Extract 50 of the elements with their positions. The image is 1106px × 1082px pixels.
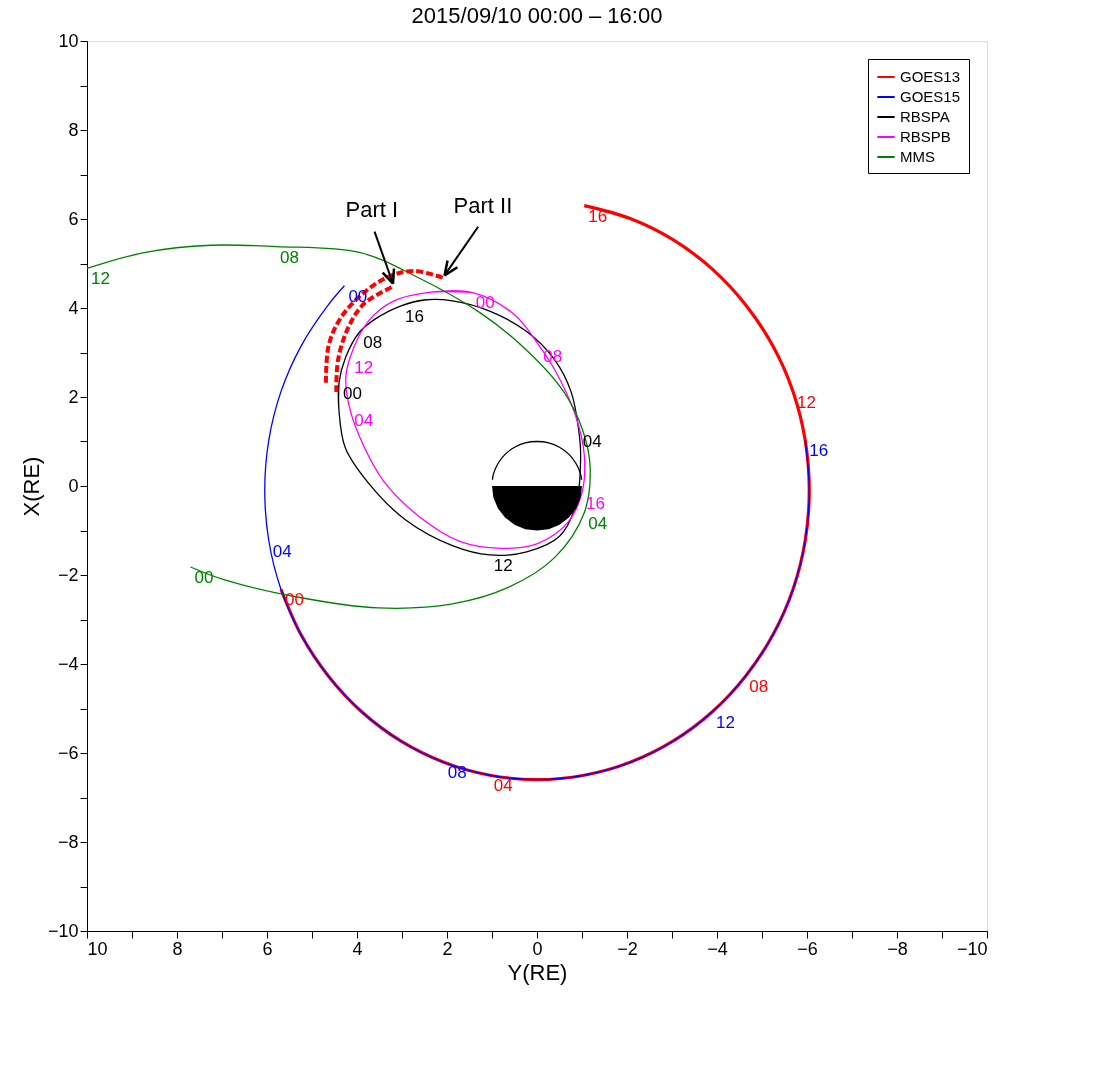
annotation: 04	[588, 513, 608, 533]
y-tick-label: 4	[68, 297, 79, 318]
annotation: 12	[354, 357, 374, 377]
annotation: 04	[272, 541, 292, 561]
annotation: 12	[493, 555, 513, 575]
x-tick-label: −6	[797, 938, 818, 959]
x-axis-title: Y(RE)	[507, 959, 568, 985]
x-tick-label: −10	[956, 938, 988, 959]
annotation: 16	[586, 493, 605, 513]
annotation: 08	[280, 247, 299, 267]
annotation: 00	[194, 567, 214, 587]
y-axis-title: X(RE)	[18, 456, 44, 517]
legend-label: RBSPB	[900, 128, 951, 145]
legend-label: GOES15	[900, 88, 961, 105]
annotation: 12	[91, 269, 110, 289]
annotation: Part I	[345, 197, 399, 223]
x-tick-label: −2	[617, 938, 638, 959]
annotation: 04	[493, 776, 513, 796]
annotation: Part II	[453, 192, 513, 218]
y-tick-label: −6	[57, 742, 79, 763]
y-tick-label: −8	[57, 831, 79, 852]
x-tick-label: 2	[442, 938, 453, 959]
y-tick-label: −4	[57, 653, 79, 674]
annotation: 16	[809, 441, 829, 461]
annotation: 12	[797, 392, 816, 412]
legend-label: MMS	[900, 148, 935, 165]
x-tick-label: 4	[352, 938, 363, 959]
y-tick-label: 2	[68, 386, 79, 407]
x-tick-label: 0	[532, 938, 543, 959]
chart-title: 2015/09/10 00:00 – 16:00	[411, 3, 663, 28]
annotation: 16	[405, 306, 425, 326]
legend-label: RBSPA	[900, 108, 950, 125]
annotation: 04	[354, 411, 374, 431]
x-tick-label: 10	[87, 938, 108, 959]
annotation: 12	[716, 713, 735, 733]
legend-label: GOES13	[900, 68, 961, 85]
annotation: 08	[447, 763, 467, 783]
x-tick-label: 8	[172, 938, 183, 959]
annotation: 08	[363, 333, 383, 353]
annotation: 08	[749, 677, 769, 697]
y-tick-label: 0	[68, 475, 79, 496]
y-tick-label: 6	[68, 208, 79, 229]
x-tick-label: −4	[707, 938, 728, 959]
x-tick-label: −8	[887, 938, 908, 959]
y-tick-label: 8	[68, 119, 79, 140]
y-tick-label: −2	[57, 564, 79, 585]
x-tick-label: 6	[262, 938, 273, 959]
annotation: 00	[475, 293, 495, 313]
y-tick-label: −10	[47, 920, 79, 941]
y-tick-label: 10	[58, 30, 79, 51]
